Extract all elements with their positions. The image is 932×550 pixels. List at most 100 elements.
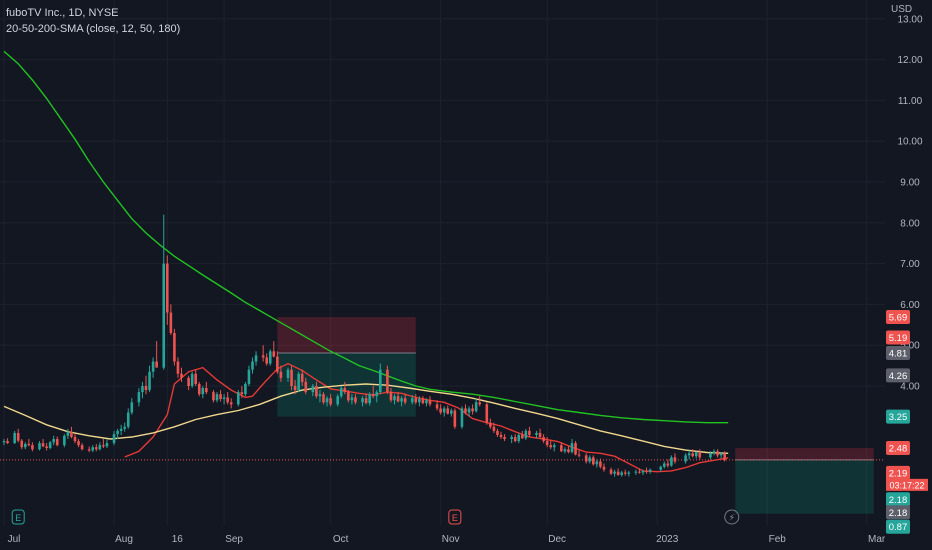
price-label: 2.18 — [889, 495, 908, 506]
dividend-marker-label: ⚡ — [729, 514, 735, 524]
legend: fuboTV Inc., 1D, NYSE 20-50-200-SMA (clo… — [6, 5, 180, 37]
candle-body-up — [418, 399, 421, 403]
candle-body-down — [229, 402, 233, 405]
x-axis-tick-label: Mar — [868, 534, 886, 545]
candle-body-up — [247, 369, 251, 384]
candle-body-up — [251, 361, 254, 370]
candle-body-up — [400, 398, 403, 402]
candle-body-up — [588, 457, 592, 462]
candle-body-up — [52, 439, 55, 443]
candle-body-down — [87, 449, 91, 451]
price-label: 2.48 — [889, 444, 908, 455]
candle-body-down — [322, 394, 325, 403]
candle-body-down — [276, 356, 279, 372]
candle-body-up — [141, 386, 144, 393]
price-label: 5.19 — [889, 333, 908, 344]
candle-body-up — [119, 428, 123, 431]
candle-body-up — [254, 355, 258, 362]
price-label-box — [886, 441, 910, 456]
candle-body-down — [102, 445, 105, 447]
candle-body-up — [634, 471, 638, 473]
candle-body-up — [379, 369, 382, 393]
candle-body-down — [226, 397, 229, 403]
candle-body-down — [503, 437, 506, 440]
candle-body-down — [542, 437, 545, 442]
candle-body-up — [137, 392, 141, 403]
y-axis-tick-label: 8.00 — [900, 218, 920, 229]
candle-body-down — [364, 398, 368, 404]
candle-body-down — [471, 408, 474, 412]
x-axis-tick-label: Jul — [8, 534, 21, 545]
price-label-box — [886, 310, 910, 325]
candle-body-up — [670, 457, 673, 466]
candle-body-down — [584, 455, 588, 462]
candle-body-up — [641, 470, 645, 473]
candle-body-up — [126, 412, 130, 427]
candle-body-down — [187, 377, 190, 386]
candle-body-down — [538, 432, 542, 437]
price-label-box — [886, 505, 910, 520]
candle-body-up — [684, 455, 687, 462]
candle-body-up — [648, 469, 652, 472]
candle-body-down — [176, 361, 180, 374]
candle-body-down — [496, 430, 499, 435]
short-position-stop-zone — [277, 317, 416, 353]
candle-body-down — [95, 447, 98, 450]
x-axis-tick-label: Oct — [333, 534, 349, 545]
candle-body-up — [325, 398, 329, 403]
price-label: 0.87 — [889, 522, 908, 533]
candle-body-down — [16, 432, 20, 441]
candle-body-up — [38, 443, 41, 450]
countdown-label: 03:17:22 — [889, 480, 924, 490]
candle-body-up — [712, 451, 716, 454]
candle-body-down — [592, 457, 595, 465]
y-axis-tick-label: 4.00 — [900, 382, 920, 393]
candle-body-down — [354, 397, 357, 403]
candle-body-down — [212, 392, 215, 401]
price-label-box — [886, 519, 910, 534]
candle-body-down — [261, 355, 265, 358]
earnings-marker-label: E — [15, 513, 21, 523]
candle-body-down — [666, 463, 670, 466]
y-axis-tick-label: 11.00 — [898, 96, 923, 107]
candle-body-down — [485, 404, 489, 423]
candle-body-up — [339, 388, 343, 397]
candle-body-down — [623, 472, 627, 474]
y-axis-tick-label: 12.00 — [897, 55, 922, 66]
candle-body-down — [403, 398, 407, 403]
candle-body-down — [545, 441, 549, 446]
y-axis-tick-label: 13.00 — [897, 14, 922, 25]
price-label: 2.19 — [889, 468, 908, 479]
candle-body-down — [428, 400, 432, 405]
candle-body-up — [474, 402, 478, 412]
candle-body-up — [162, 263, 166, 368]
candle-body-down — [144, 386, 148, 391]
candle-body-down — [528, 430, 531, 435]
indicator-title[interactable]: 20-50-200-SMA (close, 12, 50, 180) — [6, 23, 181, 35]
symbol-title[interactable]: fuboTV Inc., 1D, NYSE — [6, 7, 119, 19]
candle-body-up — [687, 453, 691, 456]
candle-body-up — [112, 434, 116, 444]
candle-body-down — [371, 394, 375, 397]
x-axis-tick-label: 16 — [172, 534, 184, 545]
price-label-box — [886, 330, 910, 345]
candle-body-down — [574, 443, 577, 455]
earnings-marker — [11, 509, 25, 525]
candle-body-down — [567, 449, 570, 453]
candle-body-down — [698, 452, 702, 458]
x-axis-tick-label: Sep — [225, 534, 243, 545]
candle-body-up — [467, 408, 471, 413]
y-axis-tick-label: 6.00 — [900, 300, 920, 311]
candle-body-up — [460, 408, 464, 427]
y-axis-tick-label: 5.00 — [900, 341, 920, 352]
candle-body-up — [659, 466, 663, 470]
candle-body-down — [173, 332, 176, 362]
countdown-box — [886, 478, 928, 491]
candle-body-up — [393, 396, 396, 401]
candle-body-up — [268, 351, 272, 364]
candle-body-down — [41, 443, 45, 447]
candle-body-down — [180, 373, 183, 378]
candle-body-up — [66, 431, 70, 436]
candle-body-down — [435, 404, 439, 409]
